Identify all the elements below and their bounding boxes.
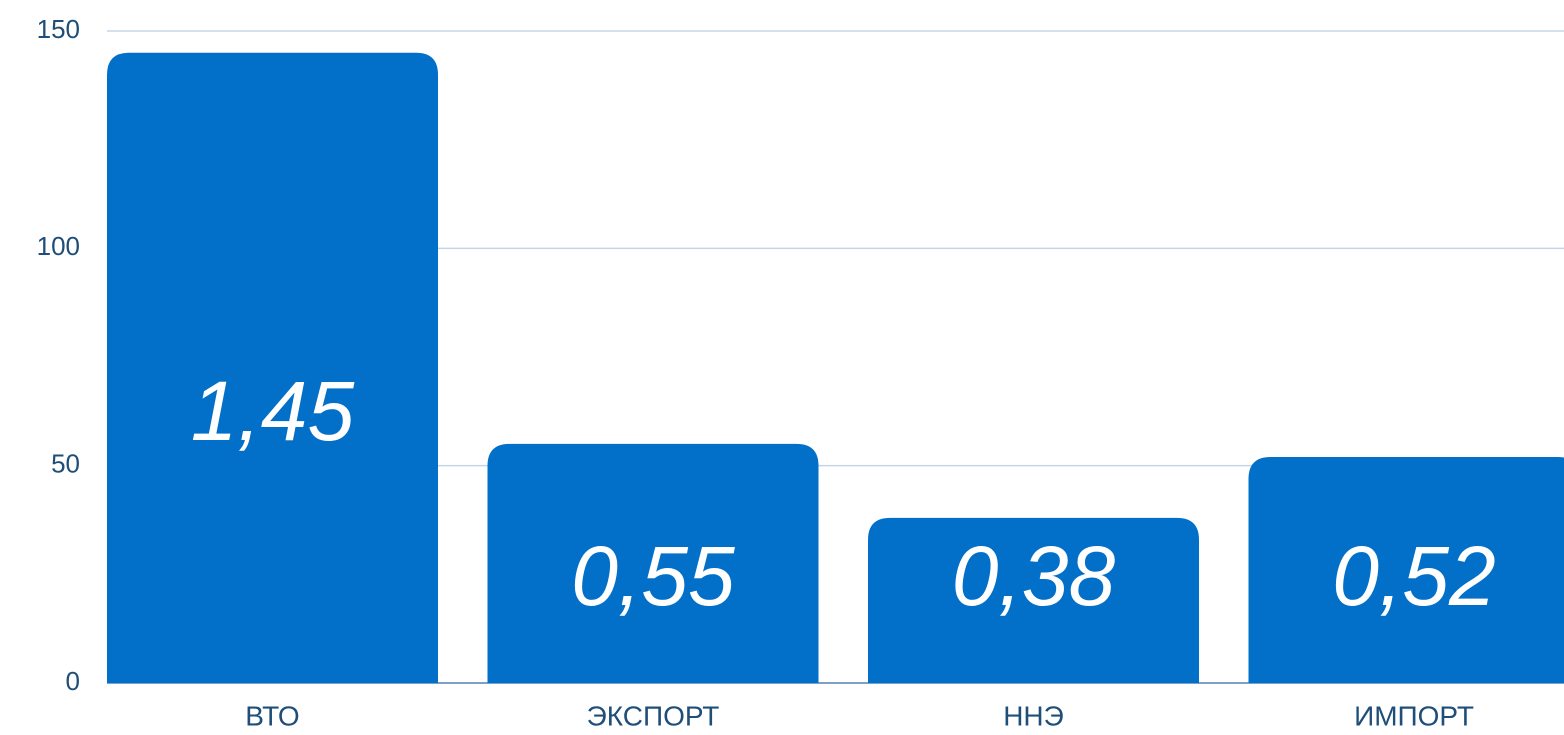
value-label: 0,55 bbox=[571, 529, 735, 623]
bar bbox=[487, 443, 819, 683]
bar bbox=[868, 517, 1199, 683]
y-tick-label: 100 bbox=[37, 231, 80, 261]
x-tick-label: ВТО bbox=[245, 700, 299, 731]
value-label: 0,38 bbox=[952, 529, 1116, 623]
y-tick-label: 0 bbox=[66, 666, 80, 696]
y-tick-label: 50 bbox=[51, 449, 80, 479]
value-label: 0,52 bbox=[1332, 529, 1496, 623]
x-tick-label: ЭКСПОРТ bbox=[587, 700, 720, 731]
bar bbox=[107, 52, 438, 683]
x-tick-label: ННЭ bbox=[1003, 700, 1064, 731]
value-label: 1,45 bbox=[191, 364, 355, 458]
x-tick-label: ИМПОРТ bbox=[1354, 700, 1474, 731]
y-tick-label: 150 bbox=[37, 14, 80, 44]
bar bbox=[1248, 456, 1564, 683]
